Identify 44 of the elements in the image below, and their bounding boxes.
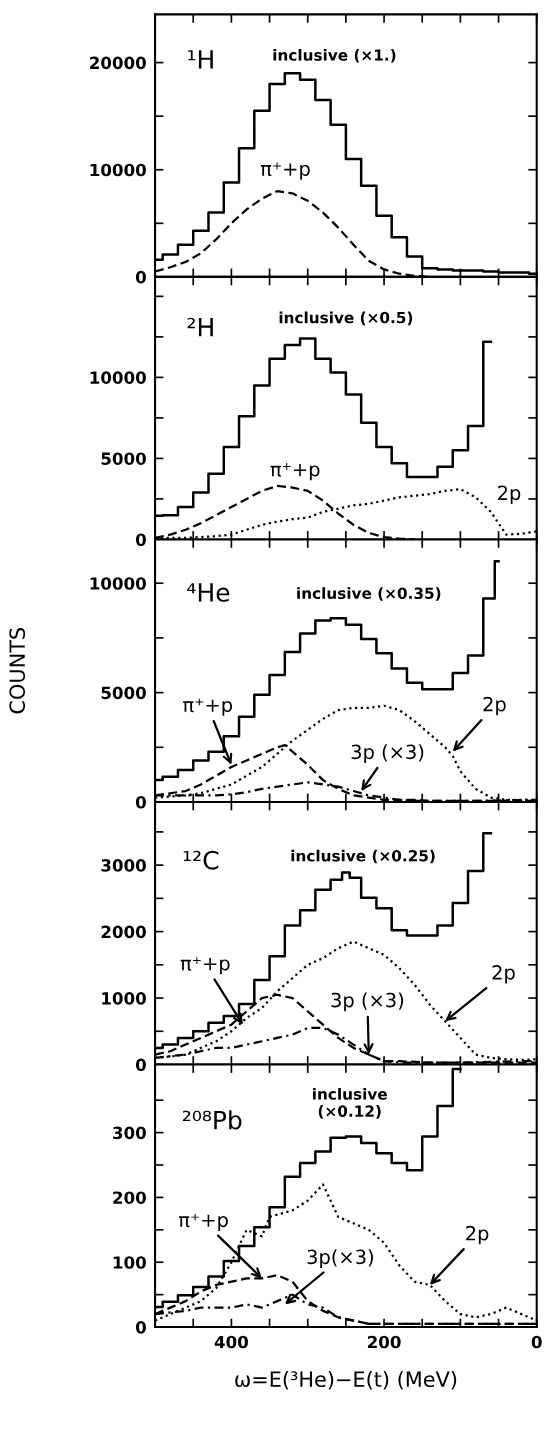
x-tick-label: 0 <box>531 1335 542 1349</box>
annotation: π⁺+p <box>183 698 233 716</box>
annotation: inclusive (×1.) <box>273 48 396 63</box>
annotation: 2p <box>483 696 506 716</box>
annotation: inclusive (×0.12) <box>313 1087 387 1119</box>
annotation: 2p <box>466 1225 489 1245</box>
annotation: π⁺+p <box>270 463 320 481</box>
annotation: π⁺+p <box>260 162 310 180</box>
annotation: inclusive (×0.5) <box>279 311 413 326</box>
y-tick-label: 3000 <box>101 859 146 872</box>
annotation: ²⁰⁸Pb <box>182 1110 242 1130</box>
x-axis-title: ω=E(³He)−E(t) (MeV) <box>235 1371 457 1390</box>
y-tick-label: 0 <box>135 270 146 284</box>
annotation: 3p (×3) <box>331 992 404 1012</box>
annotation: π⁺+p <box>180 957 230 975</box>
y-tick-label: 1000 <box>102 992 146 1005</box>
annotation: 2p <box>492 965 515 984</box>
annotation: ¹²C <box>183 850 219 870</box>
x-tick-label: 200 <box>367 1335 401 1349</box>
annotation: 3p(×3) <box>307 1249 373 1268</box>
y-tick-label: 10000 <box>90 163 146 177</box>
y-tick-label: 5000 <box>101 452 146 465</box>
y-tick-label: 20000 <box>90 56 146 70</box>
y-tick-label: 0 <box>135 533 146 547</box>
y-tick-label: 10000 <box>90 577 146 590</box>
annotation: ¹H <box>188 50 213 69</box>
y-tick-label: 0 <box>135 795 146 809</box>
annotation: 3p (×3) <box>351 744 424 763</box>
y-tick-label: 5000 <box>101 686 146 700</box>
y-tick-label: 2000 <box>101 925 146 939</box>
annotation: 2p <box>498 485 521 504</box>
y-tick-label: 200 <box>113 1191 146 1204</box>
y-tick-label: 0 <box>135 1058 146 1072</box>
annotation: inclusive (×0.35) <box>297 587 441 601</box>
y-tick-label: 0 <box>135 1321 146 1334</box>
y-tick-label: 10000 <box>90 371 146 384</box>
annotation: π⁺+p <box>178 1213 228 1231</box>
y-axis-title: COUNTS <box>9 628 26 714</box>
x-tick-label: 400 <box>214 1335 248 1349</box>
y-tick-label: 100 <box>113 1256 146 1269</box>
y-tick-label: 300 <box>113 1126 146 1140</box>
annotation: inclusive (×0.25) <box>291 849 435 864</box>
annotation: ²H <box>187 317 213 337</box>
annotation: ⁴He <box>187 583 230 602</box>
